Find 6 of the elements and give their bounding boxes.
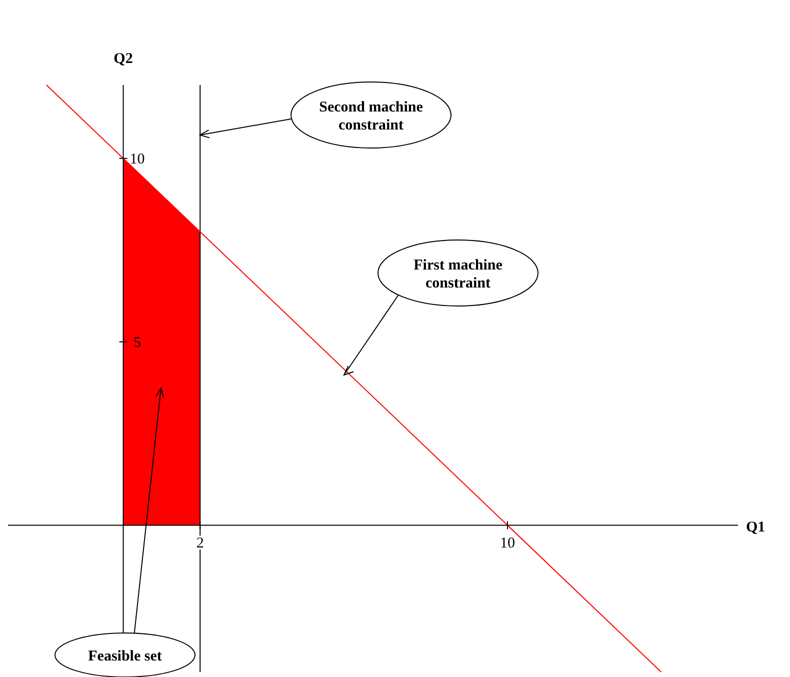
annotation: Second machine constraint [319,99,424,134]
y-axis-title: Q2 [114,51,133,67]
x-axis-title: Q1 [746,519,766,536]
annotation: First machine constraint [414,257,503,292]
y-tick-label: 5 [134,335,142,352]
annotation: Feasible set [88,648,162,664]
